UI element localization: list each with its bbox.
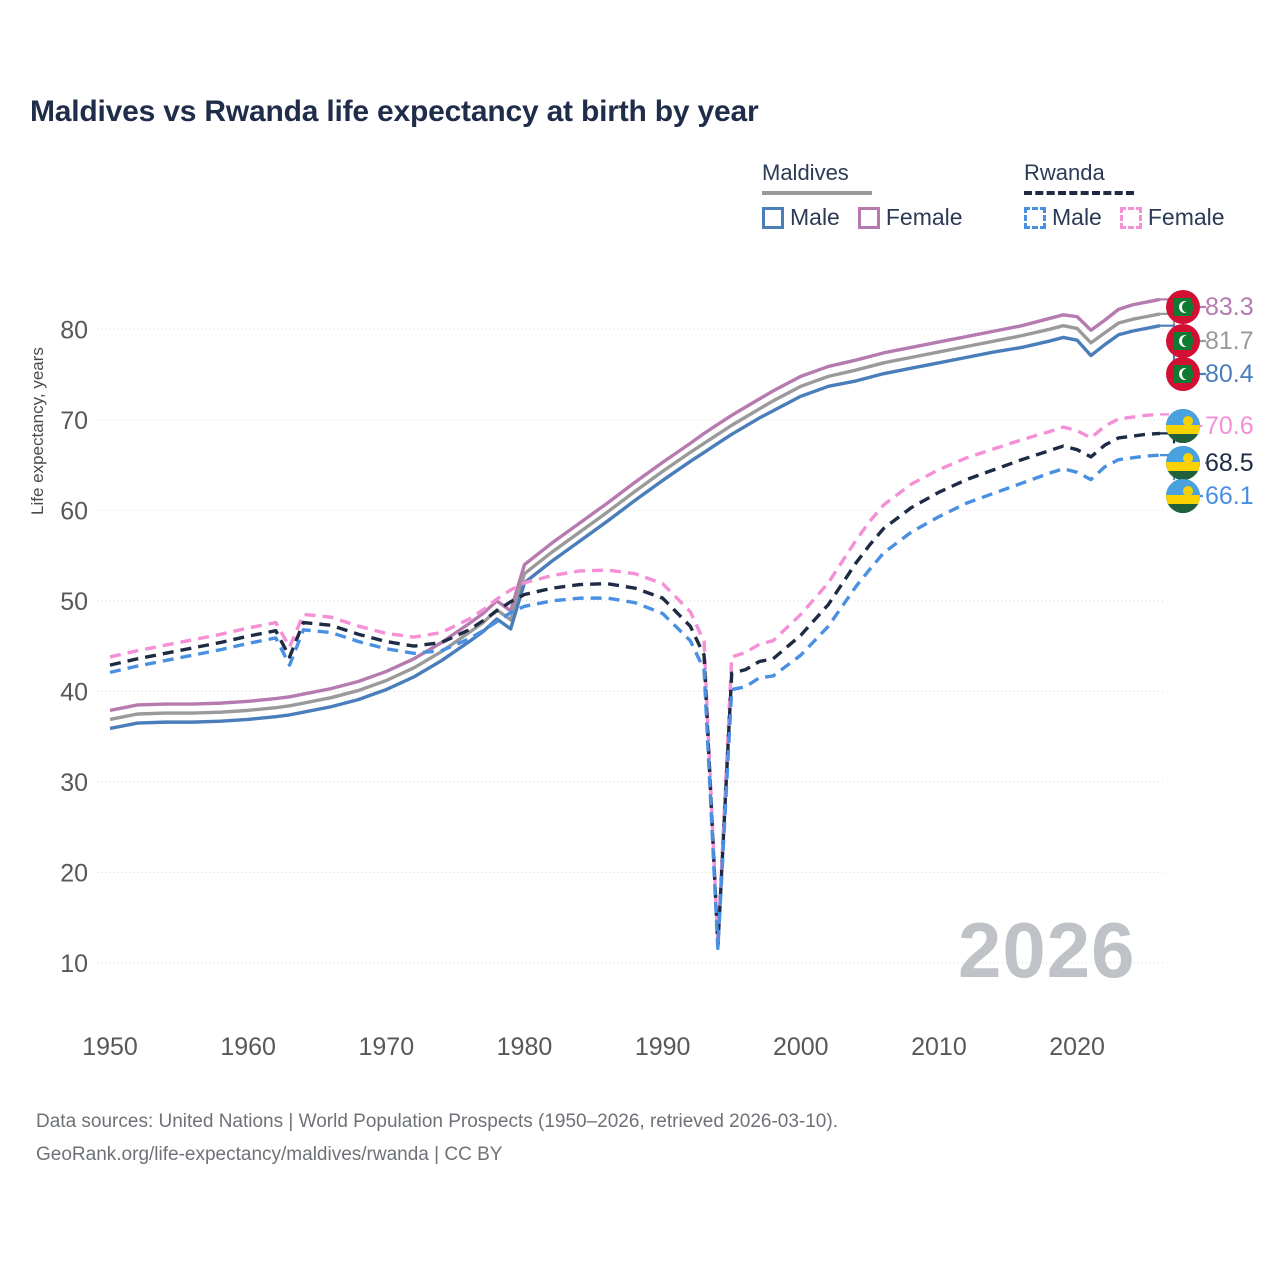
legend-label-rwanda-male: Male [1052, 204, 1102, 230]
end-value-labels: 83.3 81.7 80.4 70.6 68.5 66.1 [1166, 0, 1280, 1280]
x-tick-label-1960: 1960 [220, 1033, 276, 1061]
y-tick-label-80: 80 [60, 316, 88, 344]
legend-item-rwanda-male[interactable]: Male [1024, 204, 1102, 231]
x-tick-label-1980: 1980 [497, 1033, 553, 1061]
end-label-row: 68.5 [1166, 446, 1254, 480]
rwanda-flag-icon [1166, 409, 1200, 443]
end-label-value: 81.7 [1205, 326, 1254, 355]
rwanda-flag-icon [1166, 479, 1200, 513]
x-tick-label-1970: 1970 [359, 1033, 415, 1061]
maldives-flag-icon [1166, 357, 1200, 391]
maldives-flag-icon [1166, 290, 1200, 324]
y-tick-label-40: 40 [60, 678, 88, 706]
end-label-row: 83.3 [1166, 290, 1254, 324]
legend-item-rwanda-female[interactable]: Female [1119, 204, 1225, 231]
end-label-value: 66.1 [1205, 481, 1254, 510]
legend-item-maldives-female[interactable]: Female [857, 204, 963, 231]
page-title: Maldives vs Rwanda life expectancy at bi… [30, 95, 759, 128]
year-watermark: 2026 [958, 906, 1136, 994]
end-label-value: 68.5 [1205, 448, 1254, 477]
legend-group-title-maldives: Maldives [762, 160, 849, 185]
series-line-maldives-female [109, 297, 1161, 713]
y-tick-label-20: 20 [60, 859, 88, 887]
series-line-maldives-total [109, 312, 1161, 722]
end-label-row: 80.4 [1166, 357, 1254, 391]
y-tick-label-50: 50 [60, 588, 88, 616]
legend-label-rwanda-female: Female [1147, 204, 1225, 230]
footer-data-sources: Data sources: United Nations | World Pop… [36, 1111, 838, 1132]
y-tick-label-10: 10 [60, 950, 88, 978]
series-line-rwanda-female [109, 412, 1161, 947]
legend-swatch-icon-rwanda-female [1119, 206, 1142, 229]
legend-group-rwanda: Rwanda Male Female [1024, 160, 1225, 231]
series-line-rwanda-total [109, 431, 1161, 949]
legend-label-maldives-female: Female [885, 204, 963, 230]
x-tick-label-2020: 2020 [1049, 1033, 1105, 1061]
legend-rule-solid [762, 191, 872, 195]
chart-legend: Maldives Male Female Rwanda Male [762, 160, 1262, 240]
end-label-value: 83.3 [1205, 292, 1254, 321]
x-tick-label-1950: 1950 [82, 1033, 138, 1061]
y-tick-label-60: 60 [60, 497, 88, 525]
legend-rule-dashed [1024, 191, 1134, 195]
legend-swatch-icon-maldives-female [857, 206, 880, 229]
x-tick-label-2000: 2000 [773, 1033, 829, 1061]
x-tick-label-2010: 2010 [911, 1033, 967, 1061]
y-tick-label-30: 30 [60, 769, 88, 797]
series-line-maldives-male [109, 324, 1161, 731]
legend-group-title-rwanda: Rwanda [1024, 160, 1105, 185]
legend-item-maldives-male[interactable]: Male [762, 204, 840, 231]
legend-group-maldives: Maldives Male Female [762, 160, 963, 231]
legend-swatch-icon-maldives-male [762, 206, 784, 229]
end-label-value: 80.4 [1205, 359, 1254, 388]
end-label-row: 66.1 [1166, 479, 1254, 513]
footer-attribution: GeoRank.org/life-expectancy/maldives/rwa… [36, 1143, 503, 1165]
end-label-row: 81.7 [1166, 324, 1254, 358]
legend-swatch-icon-rwanda-male [1024, 206, 1046, 229]
end-label-value: 70.6 [1205, 411, 1254, 440]
x-tick-label-1990: 1990 [635, 1033, 691, 1061]
legend-label-maldives-male: Male [790, 204, 840, 230]
end-label-row: 70.6 [1166, 409, 1254, 443]
y-axis-label: Life expectancy, years [28, 347, 47, 515]
y-tick-label-70: 70 [60, 407, 88, 435]
footer: Data sources: United Nations | World Pop… [36, 1106, 1236, 1171]
maldives-flag-icon [1166, 324, 1200, 358]
rwanda-flag-icon [1166, 446, 1200, 480]
series-line-rwanda-male [109, 453, 1161, 951]
